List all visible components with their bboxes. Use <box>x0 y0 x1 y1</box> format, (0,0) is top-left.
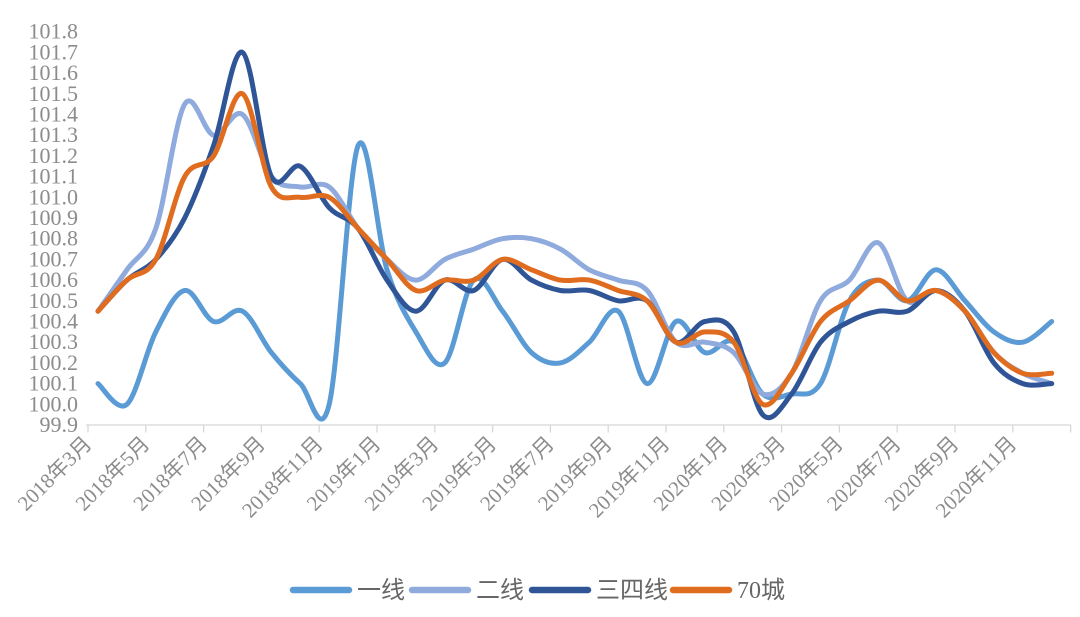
legend-item-70城: 70城 <box>669 577 785 604</box>
y-tick-label: 100.0 <box>29 391 79 416</box>
y-tick-label: 100.7 <box>29 246 79 271</box>
series-line-三四线 <box>95 49 1055 420</box>
series-line-二线 <box>95 98 1055 398</box>
y-tick-label: 101.2 <box>29 143 79 168</box>
legend-label-二线: 二线 <box>476 577 524 604</box>
y-tick-label: 100.5 <box>29 288 79 313</box>
y-tick-label: 101.7 <box>29 39 79 64</box>
y-tick-label: 101.1 <box>29 164 79 189</box>
legend-label-一线: 一线 <box>357 577 405 604</box>
y-tick-label: 100.6 <box>29 267 79 292</box>
series-line-70城 <box>95 91 1055 408</box>
y-tick-label: 101.4 <box>29 102 79 127</box>
y-tick-label: 101.0 <box>29 184 79 209</box>
y-tick-label: 101.8 <box>29 19 79 44</box>
y-tick-label: 100.4 <box>29 309 79 334</box>
legend-label-70城: 70城 <box>737 577 785 604</box>
y-tick-label: 99.9 <box>40 412 79 437</box>
y-tick-label: 101.5 <box>29 81 79 106</box>
y-tick-label: 101.6 <box>29 60 79 85</box>
y-tick-label: 100.2 <box>29 350 79 375</box>
y-tick-label: 100.1 <box>29 371 79 396</box>
legend-item-一线: 一线 <box>289 577 405 604</box>
y-tick-label: 101.3 <box>29 122 79 147</box>
legend-label-三四线: 三四线 <box>596 577 668 604</box>
y-tick-label: 100.3 <box>29 329 79 354</box>
y-tick-label: 100.8 <box>29 226 79 251</box>
legend-item-二线: 二线 <box>408 577 524 604</box>
legend-item-三四线: 三四线 <box>528 577 668 604</box>
y-tick-label: 100.9 <box>29 205 79 230</box>
